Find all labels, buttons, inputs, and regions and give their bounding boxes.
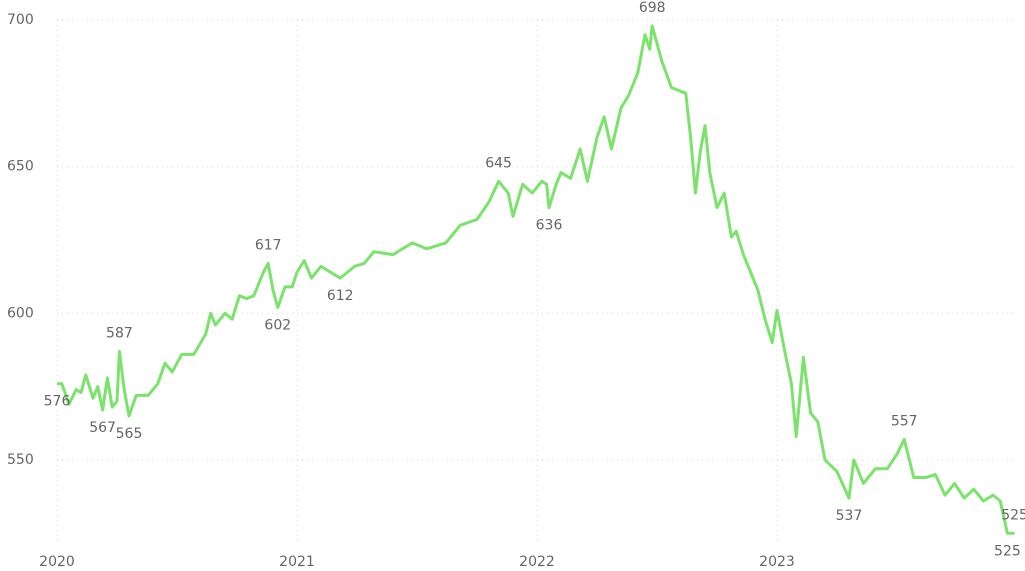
data-label: 525 (1001, 507, 1025, 523)
x-tick-label: 2021 (279, 554, 315, 570)
y-tick-label: 650 (7, 159, 34, 175)
data-label: 576 (44, 394, 71, 410)
data-label: 698 (639, 0, 666, 16)
y-tick-label: 600 (7, 305, 34, 321)
y-tick-label: 550 (7, 452, 34, 468)
data-label: 567 (89, 420, 116, 436)
x-tick-label: 2020 (39, 554, 75, 570)
data-label: 612 (327, 288, 354, 304)
data-label: 636 (536, 218, 563, 234)
data-label: 645 (485, 155, 512, 171)
data-label: 587 (106, 325, 133, 341)
data-label: 617 (255, 237, 282, 253)
data-label: 602 (264, 317, 291, 333)
data-label: 557 (891, 413, 918, 429)
data-label: 565 (116, 426, 143, 442)
x-tick-label: 2023 (759, 554, 795, 570)
data-label: 537 (836, 508, 863, 524)
x-tick-label: 2022 (519, 554, 555, 570)
data-label: 525 (994, 543, 1021, 559)
line (57, 24, 1015, 535)
y-tick-label: 700 (7, 12, 34, 28)
